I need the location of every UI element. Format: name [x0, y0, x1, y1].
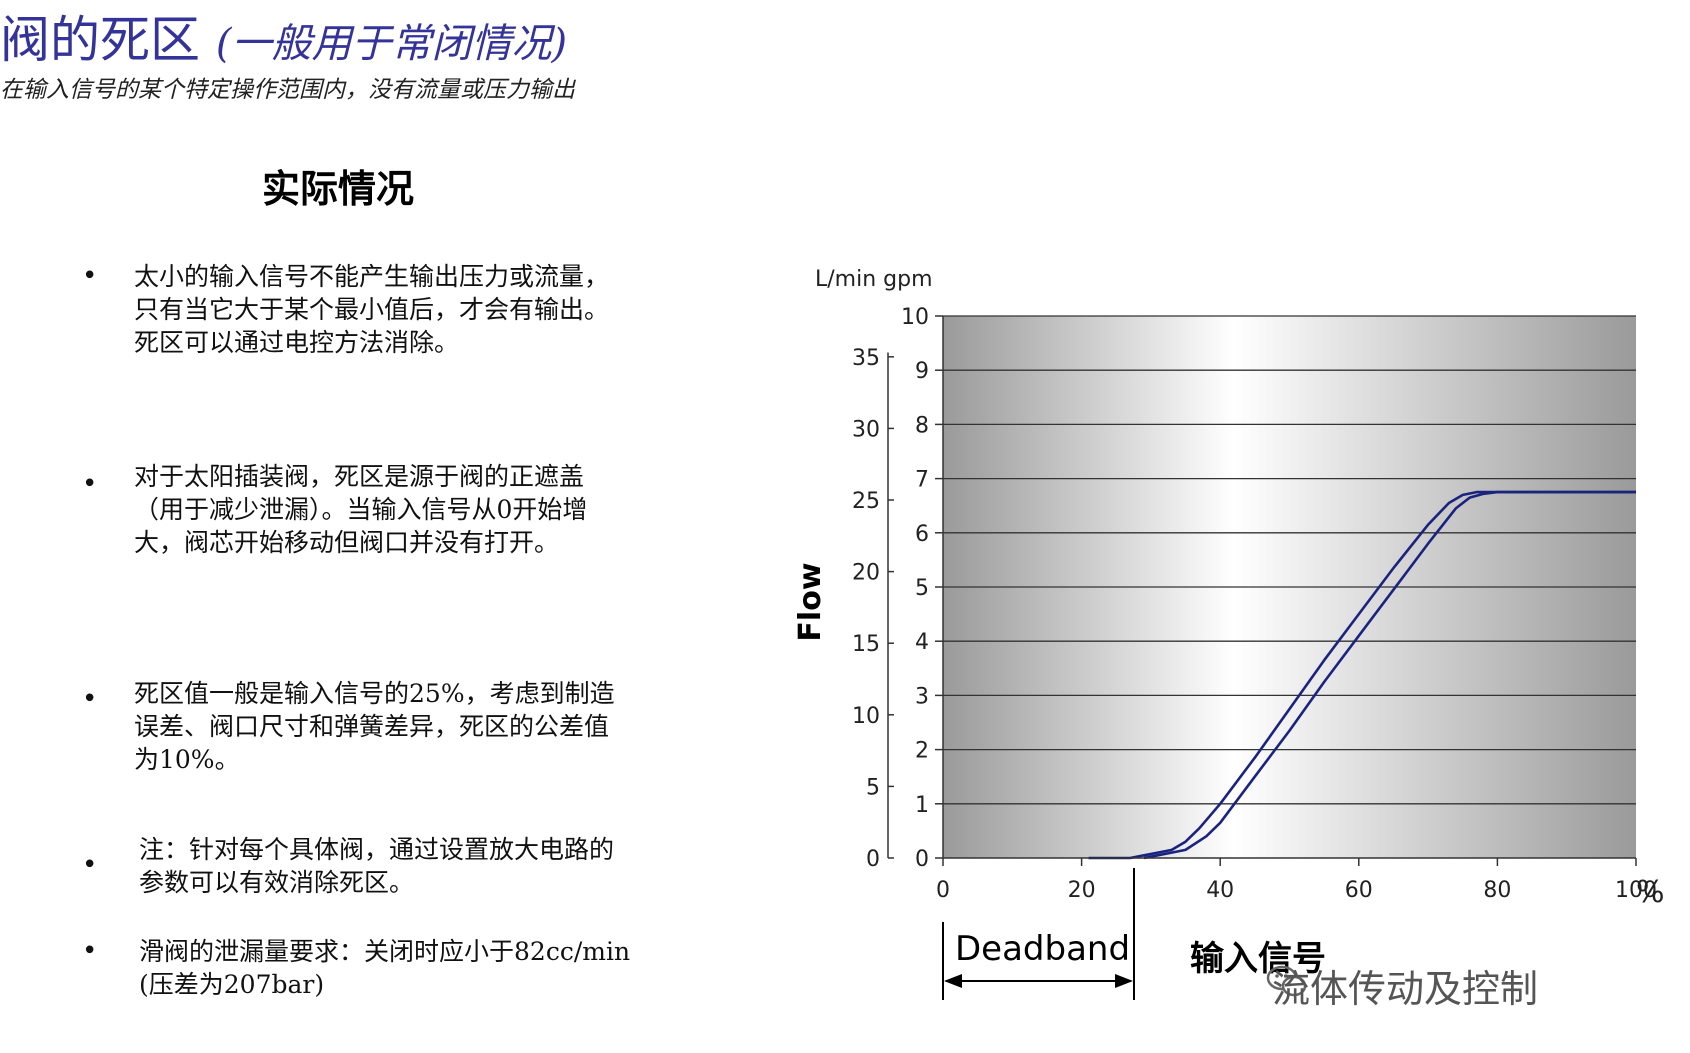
y-tick-label-gpm: 6	[915, 522, 929, 547]
y-axis-label: Flow	[793, 562, 828, 641]
bullet-line: 为10%。	[134, 745, 240, 774]
x-tick-label: 20	[1068, 878, 1096, 903]
x-axis-label: 输入信号	[1190, 939, 1326, 979]
y-tick-label-gpm: 3	[915, 684, 929, 709]
y-tick-label-gpm: 9	[915, 359, 929, 384]
bullet-dot: •	[82, 684, 98, 714]
bullet-line: (压差为207bar)	[139, 970, 325, 999]
y-tick-label-gpm: 2	[915, 739, 929, 764]
y-tick-label-gpm: 7	[915, 468, 929, 493]
y-tick-label-lpm: 30	[852, 417, 880, 442]
wechat-icon	[1266, 965, 1307, 997]
y-tick-label-gpm: 4	[915, 630, 929, 655]
title-paren: (一般用于常闭情况)	[215, 21, 568, 67]
bullet-dot: •	[82, 469, 98, 499]
bullet-item: • 滑阀的泄漏量要求：关闭时应小于82cc/min (压差为207bar)	[82, 935, 631, 1001]
y-tick-label-lpm: 10	[852, 704, 880, 729]
grid-lines	[943, 315, 1636, 805]
bullet-dot: •	[82, 261, 98, 291]
bullet-line: （用于减少泄漏）。当输入信号从0开始增	[134, 495, 588, 524]
y-tick-label-lpm: 5	[866, 775, 880, 800]
y-tick-label-gpm: 5	[915, 576, 929, 601]
y-tick-label-gpm: 8	[915, 413, 929, 438]
series-layer	[1088, 490, 1636, 860]
page-title: 阀的死区 (一般用于常闭情况)	[0, 0, 567, 72]
x-unit-label: %	[1636, 875, 1665, 910]
x-tick-label: 40	[1206, 878, 1234, 903]
unit-header: L/min gpm	[815, 267, 933, 292]
y-tick-label-lpm: 0	[866, 847, 880, 872]
bullet-line: 死区值一般是输入信号的25%，考虑到制造	[134, 679, 615, 708]
x-tick-label: 0	[936, 878, 950, 903]
title-main: 阀的死区	[0, 11, 200, 69]
x-tick-label: 100	[1615, 878, 1657, 903]
arrow-left-head	[944, 974, 962, 988]
bullet-dot: •	[82, 850, 98, 880]
y-tick-label-lpm: 20	[852, 561, 880, 586]
watermark-text: 流体传动及控制	[1272, 967, 1539, 1011]
bullet-line: 参数可以有效消除死区。	[139, 868, 415, 897]
bullet-line: 死区可以通过电控方法消除。	[134, 328, 460, 357]
series-line	[1143, 490, 1636, 860]
bullet-line: 误差、阀口尺寸和弹簧差异，死区的公差值	[134, 712, 610, 741]
y-tick-label-lpm: 35	[852, 346, 880, 371]
bullet-item: • 注：针对每个具体阀，通过设置放大电路的 参数可以有效消除死区。	[82, 833, 615, 899]
bullet-line: 大，阀芯开始移动但阀口并没有打开。	[134, 528, 560, 557]
bullet-item: • 太小的输入信号不能产生输出压力或流量， 只有当它大于某个最小值后，才会有输出…	[82, 260, 610, 359]
arrow-right-head	[1115, 974, 1133, 988]
y-tick-label-lpm: 15	[852, 632, 880, 657]
bullet-item: • 对于太阳插装阀，死区是源于阀的正遮盖 （用于减少泄漏）。当输入信号从0开始增…	[82, 460, 588, 559]
bullet-line: 对于太阳插装阀，死区是源于阀的正遮盖	[134, 462, 585, 491]
bullet-line: 只有当它大于某个最小值后，才会有输出。	[134, 295, 610, 324]
deadband-label: Deadband	[955, 929, 1130, 969]
y-tick-label-gpm: 1	[915, 793, 929, 818]
x-tick-label: 80	[1483, 878, 1511, 903]
bullet-line: 注：针对每个具体阀，通过设置放大电路的	[139, 835, 615, 864]
x-tick-label: 60	[1345, 878, 1373, 903]
bullet-line: 滑阀的泄漏量要求：关闭时应小于82cc/min	[139, 937, 631, 966]
bullet-dot: •	[82, 936, 98, 966]
y-tick-label-gpm: 10	[901, 305, 929, 330]
page-subtitle: 在输入信号的某个特定操作范围内，没有流量或压力输出	[0, 77, 575, 103]
y-tick-label-gpm: 0	[915, 847, 929, 872]
y-tick-label-lpm: 25	[852, 489, 880, 514]
bullet-item: • 死区值一般是输入信号的25%，考虑到制造 误差、阀口尺寸和弹簧差异，死区的公…	[82, 677, 615, 776]
bullet-line: 太小的输入信号不能产生输出压力或流量，	[134, 262, 610, 291]
deadband-annotation: Deadband	[942, 868, 1135, 1000]
section-title: 实际情况	[262, 167, 415, 211]
